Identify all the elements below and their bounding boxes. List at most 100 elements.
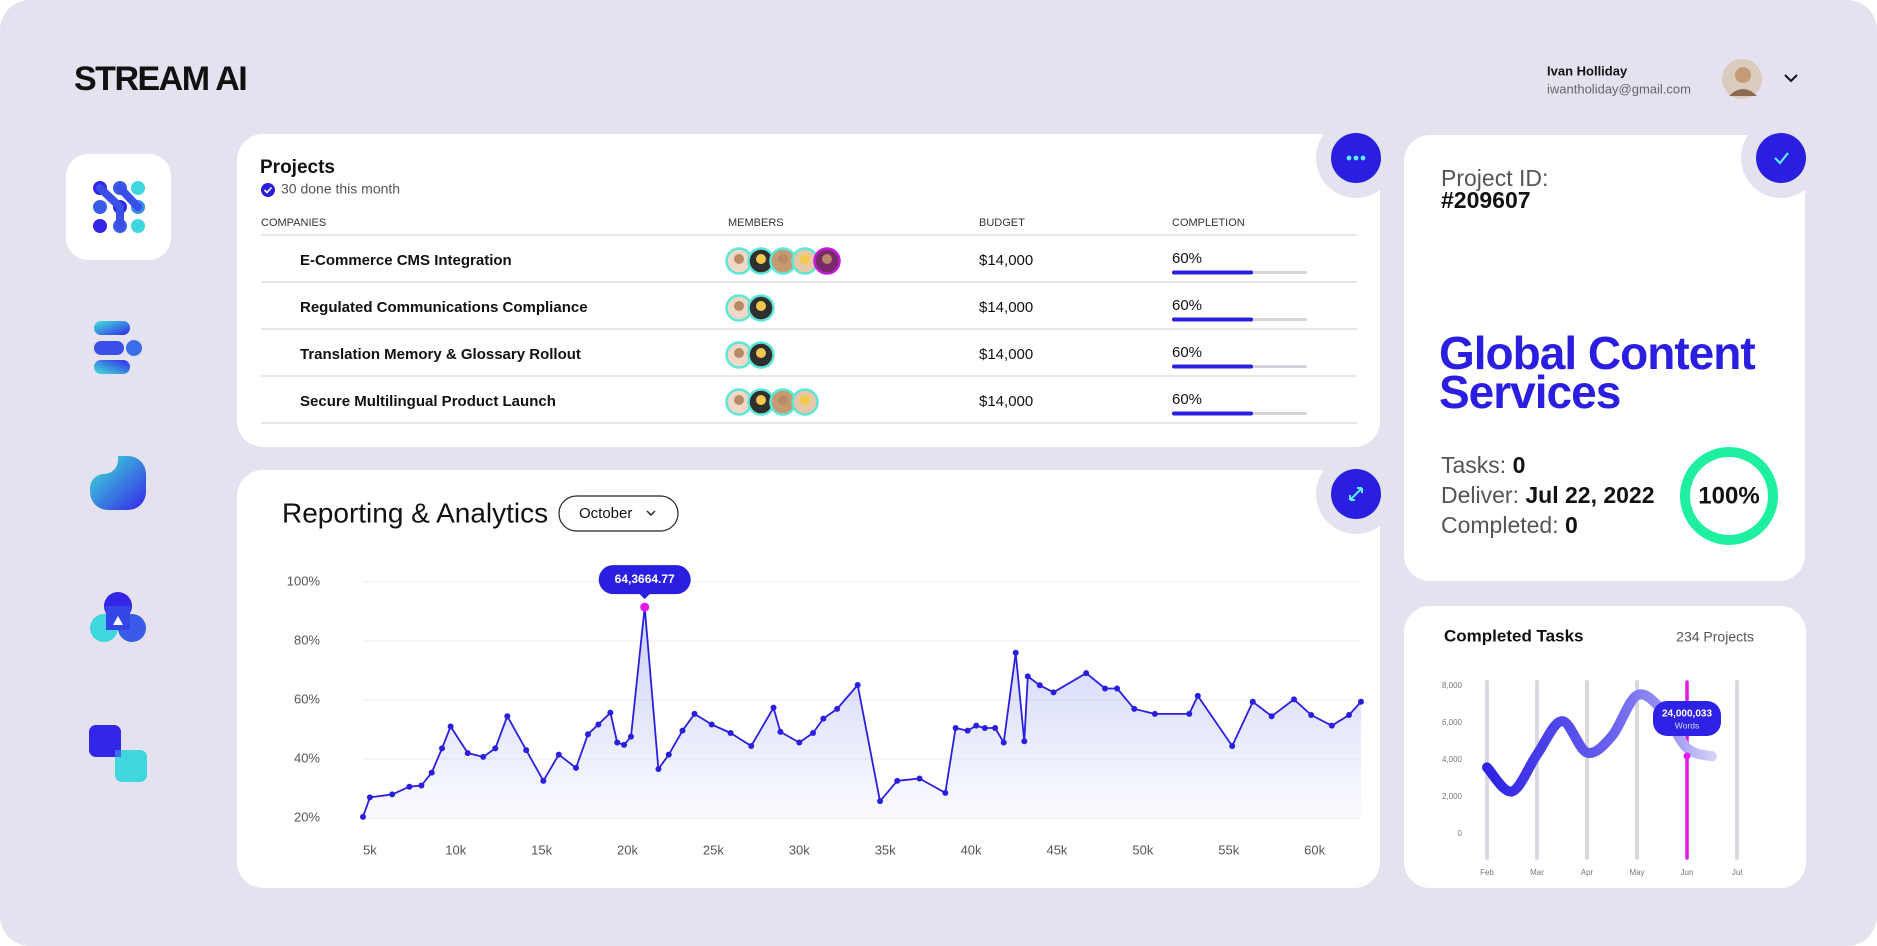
point xyxy=(360,813,366,820)
nav-icon-triangle[interactable] xyxy=(90,592,146,642)
point xyxy=(504,713,511,720)
nav-icon-blob[interactable] xyxy=(90,456,146,510)
point xyxy=(406,783,413,790)
point xyxy=(1151,710,1158,717)
user-menu-chevron[interactable] xyxy=(1784,74,1798,83)
point xyxy=(464,750,471,757)
point xyxy=(952,725,959,732)
point xyxy=(748,743,755,750)
point xyxy=(1102,685,1109,692)
point xyxy=(540,777,547,784)
point xyxy=(1186,710,1193,717)
done-check xyxy=(263,186,273,194)
company-name: Translation Memory & Glossary Rollout xyxy=(300,346,581,363)
deliver-line: Deliver: Jul 22, 2022 xyxy=(1441,482,1655,508)
x-tick-label: Mar xyxy=(1530,868,1544,877)
point xyxy=(614,739,621,746)
point xyxy=(1249,698,1256,705)
completion-label: 60% xyxy=(1172,297,1202,314)
point xyxy=(1114,685,1121,692)
dropdown-chevron xyxy=(646,510,656,516)
nav-icon-stack[interactable] xyxy=(94,321,142,374)
area xyxy=(363,607,1361,818)
month-dropdown[interactable] xyxy=(558,495,679,532)
point xyxy=(973,722,980,729)
done-icon xyxy=(261,183,275,197)
point xyxy=(877,798,884,805)
point xyxy=(1291,696,1298,703)
point xyxy=(480,753,487,760)
analytics-card xyxy=(237,470,1380,888)
point xyxy=(1358,698,1364,705)
progress-label: 100% xyxy=(1698,482,1759,509)
completed-line: Completed: 0 xyxy=(1441,512,1578,538)
x-tick-label: 45k xyxy=(1046,842,1067,857)
y-tick-label: 100% xyxy=(287,573,321,588)
completion-label: 60% xyxy=(1172,391,1202,408)
point xyxy=(366,794,373,801)
point xyxy=(770,704,777,711)
member-face xyxy=(756,301,766,311)
tooltip xyxy=(1653,701,1721,736)
members xyxy=(725,341,775,369)
confirm-button[interactable] xyxy=(1756,133,1806,183)
point xyxy=(1328,722,1335,729)
project-card xyxy=(1404,135,1805,581)
completed-label: Completed: xyxy=(1441,512,1559,538)
point xyxy=(621,741,628,748)
y-tick-label: 0 xyxy=(1458,829,1463,838)
point xyxy=(428,769,435,776)
point xyxy=(665,751,672,758)
tasks-line: Tasks: 0 xyxy=(1441,452,1525,478)
tasks-label: Tasks: xyxy=(1441,452,1506,478)
y-tick-label: 6,000 xyxy=(1442,718,1463,727)
y-tick-label: 4,000 xyxy=(1442,755,1463,764)
point xyxy=(1050,689,1057,696)
x-tick-label: Feb xyxy=(1480,868,1494,877)
point xyxy=(1012,649,1019,656)
more-icon xyxy=(1346,155,1366,161)
company-name: Secure Multilingual Product Launch xyxy=(300,393,556,410)
projects-subtitle: 30 done this month xyxy=(281,181,400,197)
user-name: Ivan Holliday xyxy=(1547,63,1628,78)
column-header: BUDGET xyxy=(979,217,1025,229)
point xyxy=(691,710,698,717)
nav-icon-squares[interactable] xyxy=(89,725,147,782)
company-name: E-Commerce CMS Integration xyxy=(300,252,512,269)
budget: $14,000 xyxy=(979,252,1033,269)
member-face xyxy=(734,395,744,405)
tooltip-value: 24,000,033 xyxy=(1662,709,1712,720)
member-face xyxy=(734,301,744,311)
point xyxy=(777,728,784,735)
completion-label: 60% xyxy=(1172,344,1202,361)
tooltip-pointer xyxy=(638,593,651,600)
analytics-title: Reporting & Analytics xyxy=(282,497,548,528)
x-tick-label: 50k xyxy=(1132,842,1153,857)
tooltip xyxy=(598,565,691,595)
point xyxy=(555,751,562,758)
point xyxy=(655,766,662,773)
x-tick-label: 15k xyxy=(531,842,552,857)
expand-icon xyxy=(1349,487,1363,501)
point xyxy=(1345,712,1352,719)
member-face xyxy=(756,395,766,405)
member-face xyxy=(756,348,766,358)
x-tick-label: 10k xyxy=(445,842,466,857)
x-tick-label: 35k xyxy=(875,842,896,857)
point xyxy=(572,764,579,771)
x-tick-label: May xyxy=(1629,868,1644,877)
project-id: #209607 xyxy=(1441,187,1531,213)
user-avatar[interactable] xyxy=(1722,59,1762,99)
project-id-label: Project ID: xyxy=(1441,165,1548,191)
x-tick-label: Jul xyxy=(1732,868,1742,877)
x-tick-label: 25k xyxy=(703,842,724,857)
point xyxy=(1131,705,1138,712)
logo[interactable]: STREAM AI xyxy=(74,60,248,98)
budget: $14,000 xyxy=(979,346,1033,363)
progress-ring xyxy=(1680,447,1778,545)
point xyxy=(640,602,650,612)
deliver-label: Deliver: xyxy=(1441,482,1519,508)
point xyxy=(834,705,841,712)
x-tick-label: 60k xyxy=(1304,842,1325,857)
